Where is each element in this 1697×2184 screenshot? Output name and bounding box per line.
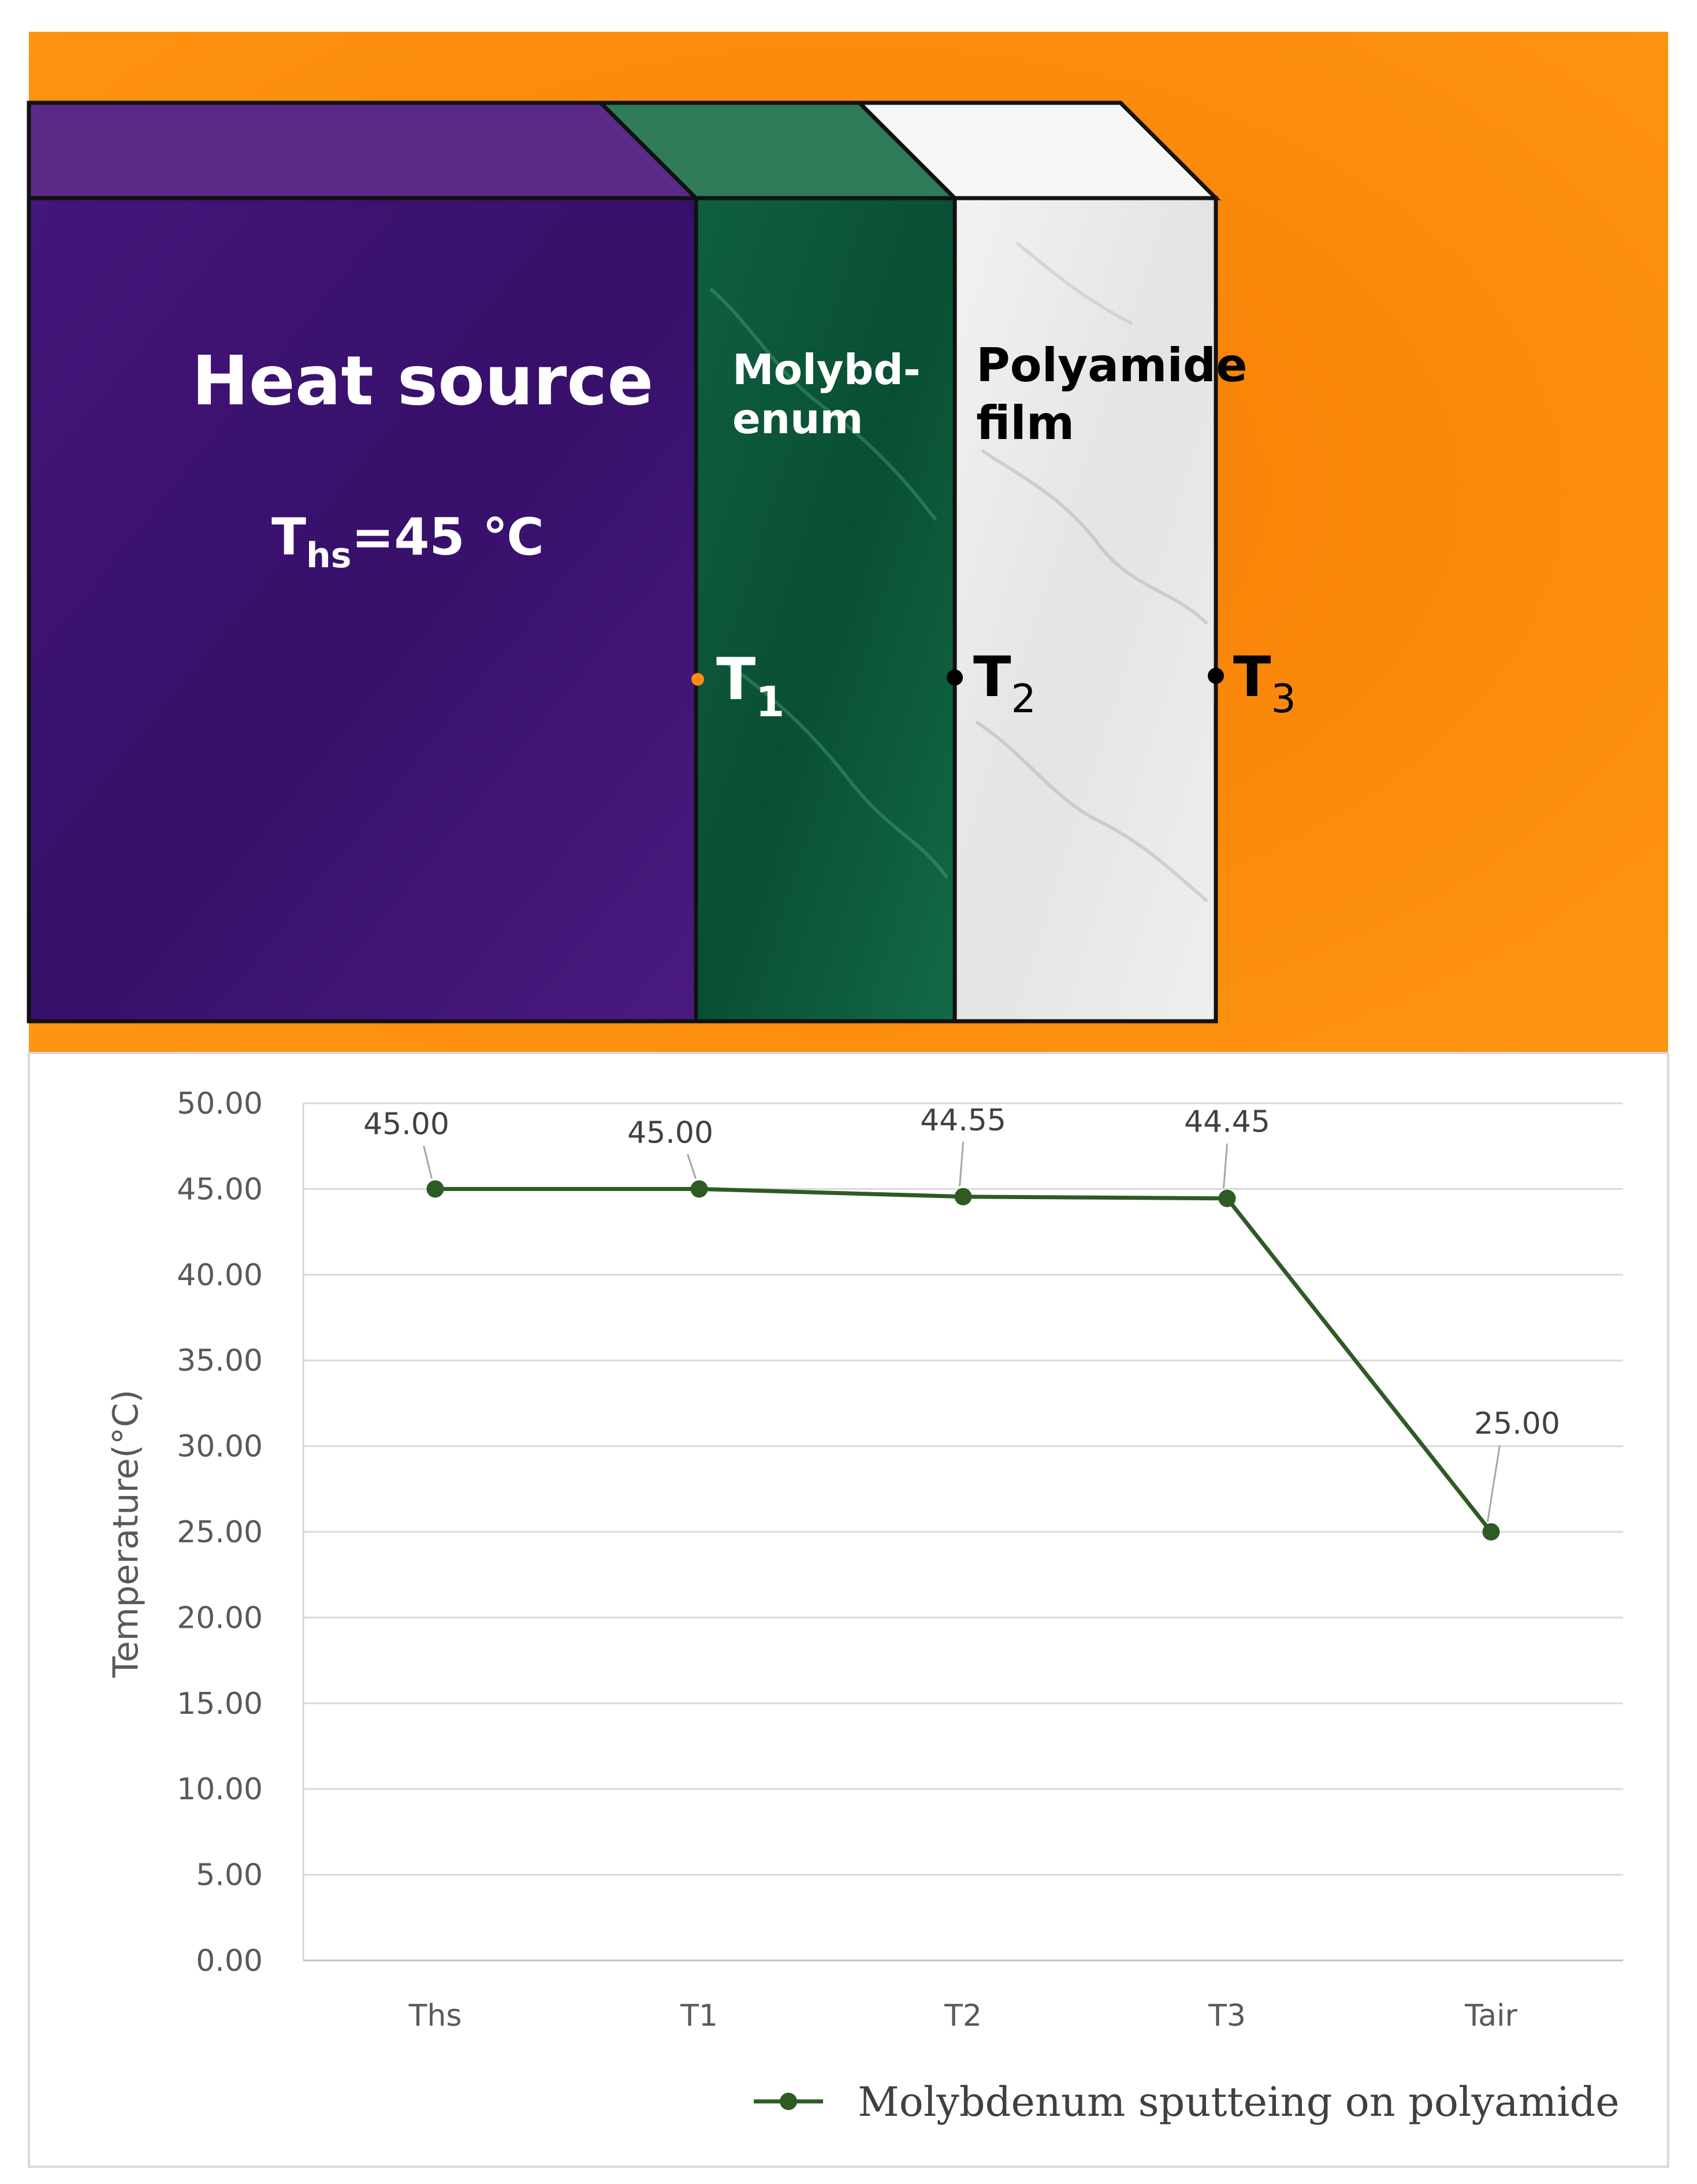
y-tick-label: 20.00 xyxy=(177,1601,263,1635)
y-tick-labels: 0.00 5.00 10.00 15.00 20.00 25.00 30.00 35.00 40… xyxy=(177,1087,263,1978)
data-label: 44.45 xyxy=(1184,1105,1270,1140)
polyamide-label-line2: film xyxy=(976,396,1074,450)
chart-background xyxy=(28,1052,1669,2168)
y-tick-label: 35.00 xyxy=(177,1344,263,1378)
heat-source-block xyxy=(27,196,698,1024)
data-point xyxy=(426,1180,444,1198)
legend: Molybdenum sputteing on polyamide xyxy=(754,2078,1620,2126)
data-labels: 45.00 45.00 44.55 44.45 25.00 xyxy=(363,1103,1560,1441)
polyamide-label-line1: Polyamide xyxy=(976,338,1247,392)
data-label-leader xyxy=(687,1154,697,1179)
t3-main: T xyxy=(1233,645,1271,709)
ths-main: T xyxy=(271,507,306,567)
y-tick-label: 0.00 xyxy=(196,1944,263,1978)
t1-point xyxy=(691,673,704,686)
x-tick-label: Tair xyxy=(1464,1999,1517,2033)
layer-diagram: Heat source Ths=45 ℃ Molybd- enum Polyam… xyxy=(27,32,1668,1053)
heat-source-top-face xyxy=(27,101,701,200)
t2-main: T xyxy=(973,645,1011,709)
t2-label: T2 xyxy=(973,645,1036,722)
marble-texture xyxy=(709,241,1209,903)
data-label-leader xyxy=(959,1141,964,1186)
y-tick-label: 50.00 xyxy=(177,1087,263,1121)
x-tick-label: T1 xyxy=(680,1999,718,2033)
polyamide-layer xyxy=(952,196,1218,1024)
x-tick-label: T3 xyxy=(1208,1999,1246,2033)
t1-main: T xyxy=(716,645,756,713)
data-label: 44.55 xyxy=(920,1103,1006,1138)
data-label-leader xyxy=(423,1145,433,1179)
ths-label: Ths=45 ℃ xyxy=(271,507,544,576)
data-point xyxy=(1218,1189,1236,1207)
x-tick-label: Ths xyxy=(408,1999,462,2033)
t3-point xyxy=(1208,668,1224,684)
legend-label: Molybdenum sputteing on polyamide xyxy=(858,2078,1620,2126)
y-tick-label: 5.00 xyxy=(196,1858,263,1893)
t2-point xyxy=(947,669,963,686)
data-label-leader xyxy=(1223,1143,1228,1188)
molybdenum-label-line1: Molybd- xyxy=(732,345,921,394)
ths-sub: hs xyxy=(306,535,351,576)
data-label: 45.00 xyxy=(363,1107,449,1141)
legend-marker-swatch xyxy=(780,2093,797,2110)
series-molybdenum xyxy=(426,1180,1500,1541)
data-label: 45.00 xyxy=(627,1115,713,1150)
molybdenum-layer xyxy=(694,196,957,1024)
t1-sub: 1 xyxy=(756,678,784,726)
molybdenum-label-line2: enum xyxy=(732,395,863,443)
t3-label: T3 xyxy=(1233,645,1296,722)
x-tick-labels: Ths T1 T2 T3 Tair xyxy=(408,1999,1518,2033)
x-tick-label: T2 xyxy=(944,1999,982,2033)
y-tick-label: 25.00 xyxy=(177,1515,263,1550)
data-label-leader xyxy=(1487,1445,1501,1522)
t3-sub: 3 xyxy=(1271,676,1296,722)
y-axis-title: Temperature(°C) xyxy=(106,1390,146,1679)
y-tick-label: 40.00 xyxy=(177,1258,263,1293)
data-label-leaders xyxy=(423,1141,1501,1522)
data-point xyxy=(1482,1523,1500,1541)
y-tick-label: 15.00 xyxy=(177,1687,263,1721)
data-label: 25.00 xyxy=(1474,1407,1560,1441)
t1-label: T1 xyxy=(716,645,784,726)
ths-value: =45 ℃ xyxy=(351,507,544,567)
data-point xyxy=(690,1180,708,1198)
chart-panel: 0.00 5.00 10.00 15.00 20.00 25.00 30.00 35.00 40… xyxy=(28,1052,1669,2168)
data-point xyxy=(954,1188,972,1206)
heat-source-label: Heat source xyxy=(192,341,653,421)
y-tick-label: 45.00 xyxy=(177,1172,263,1207)
t2-sub: 2 xyxy=(1011,676,1036,722)
y-tick-label: 10.00 xyxy=(177,1772,263,1807)
y-tick-label: 30.00 xyxy=(177,1430,263,1464)
